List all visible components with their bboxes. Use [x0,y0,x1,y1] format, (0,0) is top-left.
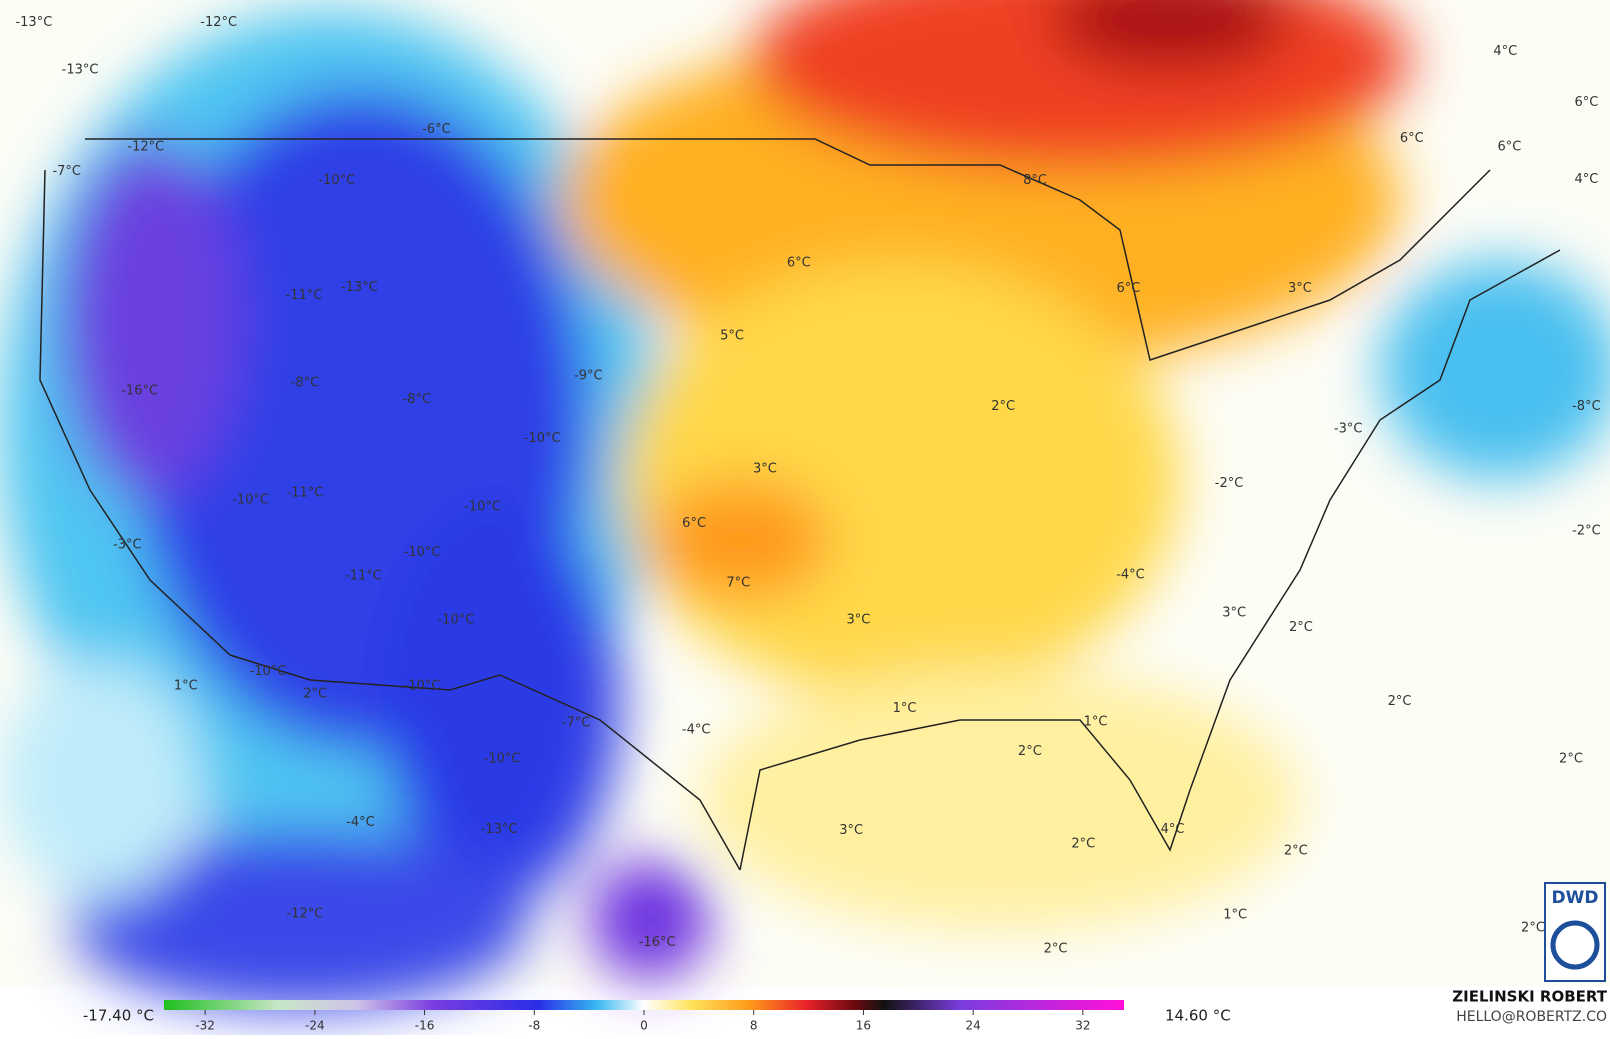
temp-label: -3°C [113,538,142,553]
temp-label: -11°C [286,288,323,303]
temp-label: -10°C [318,173,355,188]
temp-label: 5°C [720,328,744,343]
colorbar-max: 14.60 °C [1165,1007,1231,1025]
map-field [0,0,1610,1010]
temp-label: -10°C [464,500,501,515]
temp-label: 8°C [1023,173,1047,188]
temp-label: 1°C [893,701,917,716]
temp-label: -11°C [287,485,324,500]
temp-label: -9°C [574,368,603,383]
temp-label: -10°C [232,493,269,508]
temp-label: -7°C [52,164,81,179]
credit-contact: HELLO@ROBERTZ.CO [1456,1009,1607,1025]
temp-label: -16°C [121,384,158,399]
temp-label: 6°C [682,516,706,531]
temp-label: -12°C [287,906,324,921]
temp-label: 6°C [1400,131,1424,146]
temp-label: -2°C [1215,476,1244,491]
logo-swirl [1550,920,1600,970]
temp-label: -4°C [346,815,375,830]
temp-label: 6°C [787,255,811,270]
temp-label: -8°C [403,392,432,407]
temp-label: 6°C [1497,139,1521,154]
temp-label: -10°C [484,751,521,766]
temp-label: 2°C [1521,921,1545,936]
temp-label: 6°C [1117,281,1141,296]
colorbar-tick-label: 24 [966,1019,981,1033]
temp-label: -12°C [127,139,164,154]
temp-label: 2°C [1071,837,1095,852]
colorbar-tick-label: -32 [195,1019,215,1033]
temp-label: 2°C [1044,941,1068,956]
colorbar-min: -17.40 °C [83,1007,154,1025]
colorbar-tick-label: 0 [640,1019,648,1033]
colorbar-tick-label: 8 [750,1019,758,1033]
temp-label: -10°C [437,613,474,628]
logo-text: DWD [1552,888,1599,908]
temp-label: 2°C [1388,694,1412,709]
borders [39,138,1561,871]
temp-label: 3°C [846,613,870,628]
temperature-labels: -13°C -12°C -13°C -6°C -12°C -7°C -10°C 6°C 8°C 4… [15,15,1600,956]
temp-label: 2°C [1289,620,1313,635]
temp-label: -6°C [422,122,451,137]
temp-label: -16°C [639,935,676,950]
temp-label: 2°C [1018,744,1042,759]
temp-label: 3°C [1222,605,1246,620]
temp-label: 1°C [1084,714,1108,729]
temp-label: -10°C [250,664,287,679]
temp-label: -10°C [404,545,441,560]
colorbar-tick-label: 32 [1075,1019,1090,1033]
temp-label: 4°C [1493,44,1517,59]
temp-label: 2°C [991,399,1015,414]
temp-label: 2°C [1284,844,1308,859]
temp-label: -13°C [481,822,518,837]
temp-label: 1°C [1223,907,1247,922]
temp-label: 2°C [303,687,327,702]
temp-label: 6°C [1574,95,1598,110]
credit-name: ZIELINSKI ROBERT [1452,988,1607,1006]
temp-label: 4°C [1574,172,1598,187]
temp-label: -7°C [562,715,591,730]
temp-label: -11°C [345,569,382,584]
temp-label: -10°C [404,678,441,693]
temp-label: -12°C [200,15,237,30]
temp-label: -10°C [524,431,561,446]
temp-label: 3°C [753,462,777,477]
temp-label: -8°C [1572,399,1601,414]
temp-label: -13°C [15,15,52,30]
temp-label: 3°C [1288,281,1312,296]
colorbar: -17.40 °C 14.60 °C -32 -24 -16 -8 0 8 16 24 32 [83,1000,1231,1033]
temp-label: -4°C [682,723,711,738]
temp-label: 1°C [174,678,198,693]
temp-label: -8°C [291,375,320,390]
colorbar-tick-label: 16 [856,1019,871,1033]
temp-label: 3°C [839,823,863,838]
colorbar-tick-label: -16 [415,1019,435,1033]
colorbar-gradient [164,1000,1124,1010]
temp-label: 7°C [726,576,750,591]
temp-label: -3°C [1334,422,1363,437]
colorbar-tick-label: -24 [305,1019,325,1033]
temp-label: 2°C [1559,751,1583,766]
temp-label: -13°C [62,62,99,77]
temp-label: -13°C [341,280,378,295]
temp-label: 4°C [1161,822,1185,837]
temp-label: -4°C [1116,568,1145,583]
temp-label: -2°C [1572,523,1601,538]
colorbar-tick-label: -8 [528,1019,540,1033]
